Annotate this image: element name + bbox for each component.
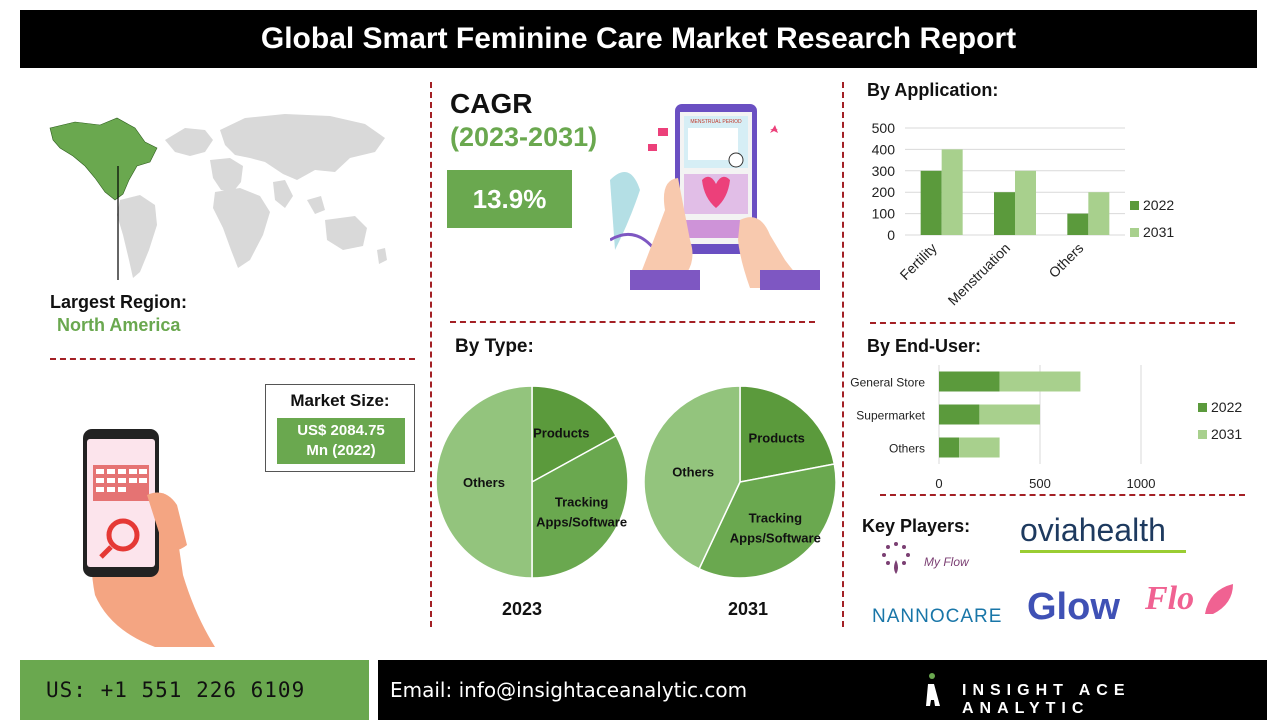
x-tick-label: Others [1045,240,1086,281]
phone-hand-illustration [83,429,215,647]
x-tick-label: 1000 [1127,476,1156,491]
divider-application [870,322,1235,324]
bar-menstruation-2031 [1015,170,1036,235]
y-tick-label: 200 [872,184,896,200]
oviahealth-logo-underline [1020,550,1186,553]
cagr-label: CAGR [450,88,533,119]
legend-label: 2031 [1143,224,1174,240]
pie-label: Products [749,431,805,446]
bar-others-2031 [1088,192,1110,235]
myflow-logo-text: My Flow [924,555,970,569]
pie-label: Others [463,475,505,490]
market-size-value: US$ 2084.75 Mn (2022) [277,418,405,464]
bar-others-2022 [1067,213,1089,235]
by-type-pie-charts: Products Tracking Apps/Software Others 2023 P… [435,385,837,619]
pie-label: Products [533,425,589,440]
pie-slice-2023-0 [531,385,618,484]
y-tick-label: 100 [872,206,896,222]
glow-logo: Glow [1027,586,1120,629]
market-size-label: Market Size: [290,391,390,410]
bar-others-2031 [959,437,1000,458]
divider-region [50,358,415,360]
flo-feather-icon [1204,584,1233,614]
legend-label: 2022 [1143,197,1174,213]
bar-supermarket-2022 [939,404,980,425]
pie-slice-2031-2 [643,385,741,570]
legend-label: 2031 [1211,426,1242,442]
pie-label: Tracking [555,494,609,509]
pie-label: Apps/Software [536,514,627,529]
x-tick-label: 0 [935,476,942,491]
y-tick-label: Others [889,442,925,456]
legend-swatch-2031 [1198,430,1207,439]
divider-vertical-right [842,82,844,627]
footer-phone: US: +1 551 226 6109 [20,660,369,720]
oviahealth-logo-text: oviahealth [1020,512,1166,548]
pie-title: 2023 [502,599,542,619]
by-application-chart: 0 100 200 300 400 500 Fertility Menstruation Oth… [872,120,1175,309]
legend-label: 2022 [1211,399,1242,415]
y-tick-label: 400 [872,141,896,157]
pie-label: Others [672,465,714,480]
oviahealth-logo: oviahealth [1020,512,1186,553]
y-tick-label: Supermarket [856,409,925,423]
pie-slice-2031-1 [698,463,837,579]
insightace-logo-icon [926,673,940,706]
bar-general-store-2022 [939,371,1000,392]
footer-brand: INSIGHT ACE ANALYTIC [962,682,1131,717]
footer-bar: Email: info@insightaceanalytic.com INSIG… [378,660,1267,720]
market-size-value-line2: Mn (2022) [306,442,376,459]
myflow-logo: My Flow [882,542,970,574]
legend-swatch-2022 [1130,201,1139,210]
divider-vertical-left [430,82,432,627]
by-end-user-chart: 0 500 1000 General Store Supermarket Others 20… [850,365,1242,491]
divider-end-user [880,494,1245,496]
app-screen-title: MENSTRUAL PERIOD [690,119,742,125]
x-tick-label: 500 [1029,476,1051,491]
pie-label: Tracking [749,511,803,526]
bar-menstruation-2022 [994,192,1015,235]
world-map [49,114,387,280]
pie-title: 2031 [728,599,768,619]
pie-slice-2023-1 [531,434,629,579]
bar-supermarket-2031 [979,404,1040,425]
bar-others-2022 [939,437,960,458]
nannocare-logo: NANNOCARE [872,606,1002,628]
bar-fertility-2031 [941,149,963,235]
nannocare-logo-text: NANNOCARE [872,606,1003,627]
menstrual-app-illustration: MENSTRUAL PERIOD [610,104,820,290]
cagr-value: 13.9% [447,170,572,228]
largest-region-label: Largest Region: [50,292,188,312]
largest-region-value: North America [57,315,181,335]
cagr-years: (2023-2031) [450,122,598,152]
market-size-value-line1: US$ 2084.75 [297,422,385,439]
y-tick-label: General Store [850,376,925,390]
flo-logo: Flo [1145,580,1239,620]
by-type-heading: By Type: [455,336,534,357]
bar-fertility-2022 [920,170,942,235]
pie-slice-2031-0 [739,385,836,483]
pie-label: Apps/Software [730,531,821,546]
market-size-card: Market Size: US$ 2084.75 Mn (2022) [265,384,415,472]
y-tick-label: 0 [887,227,895,243]
bar-general-store-2031 [999,371,1081,392]
flo-logo-text: Flo [1145,580,1195,617]
key-players-heading: Key Players: [862,516,971,536]
by-application-heading: By Application: [867,80,999,100]
footer-email: Email: info@insightaceanalytic.com [390,678,748,702]
x-tick-label: Menstruation [945,240,1014,309]
legend-swatch-2022 [1198,403,1207,412]
legend-swatch-2031 [1130,228,1139,237]
pie-slice-2023-2 [435,385,533,579]
y-tick-label: 300 [872,163,896,179]
y-tick-label: 500 [872,120,896,136]
report-title: Global Smart Feminine Care Market Resear… [20,10,1257,68]
x-tick-label: Fertility [897,240,940,283]
divider-cagr [450,321,815,323]
by-end-user-heading: By End-User: [867,336,982,356]
glow-logo-text: Glow [1027,586,1120,628]
